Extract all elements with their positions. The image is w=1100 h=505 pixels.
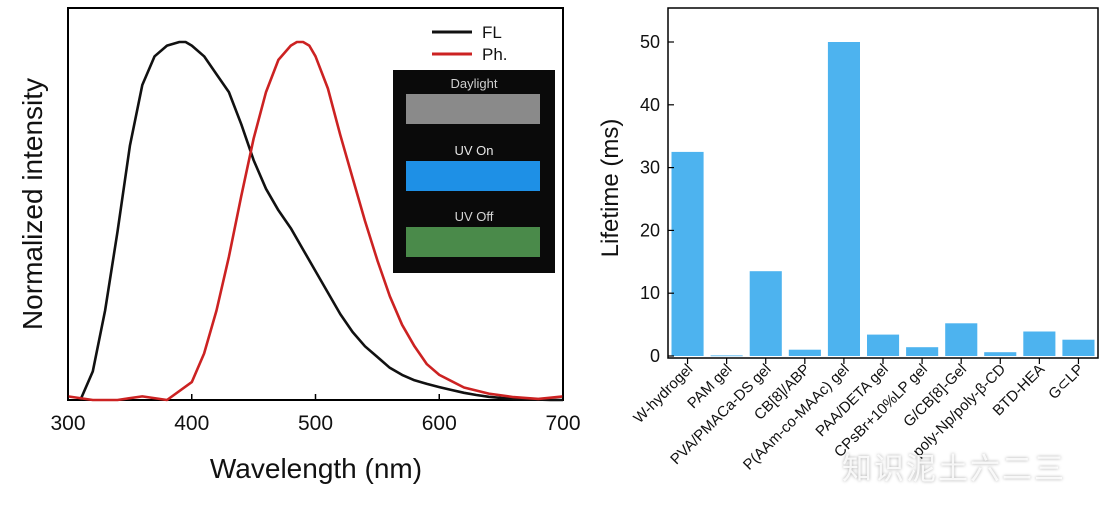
x-tick-label: 600 bbox=[422, 412, 457, 435]
x-tick-label: 400 bbox=[174, 412, 209, 435]
x-tick-label: 500 bbox=[298, 412, 333, 435]
bar bbox=[1023, 331, 1056, 356]
y-tick-label: 50 bbox=[640, 32, 660, 52]
series-line-fl bbox=[79, 40, 563, 402]
lifetime-bars bbox=[671, 42, 1095, 357]
bar bbox=[906, 347, 939, 356]
y-tick-label: 10 bbox=[640, 283, 660, 303]
inset-strip-daylight bbox=[406, 94, 540, 124]
bar bbox=[671, 151, 704, 356]
lifetime-y-axis-label: Lifetime (ms) bbox=[597, 119, 624, 258]
y-tick-label: 30 bbox=[640, 158, 660, 178]
x-tick-label: 300 bbox=[50, 412, 85, 435]
spectrum-x-axis-label: Wavelength (nm) bbox=[210, 453, 422, 484]
inset-strip-uv-on bbox=[406, 161, 540, 191]
inset-photo: Daylight UV On UV Off bbox=[393, 70, 555, 273]
bar bbox=[827, 42, 860, 356]
x-tick-label: 700 bbox=[545, 412, 580, 435]
inset-strip-uv-off bbox=[406, 227, 540, 257]
legend-label-ph: Ph. bbox=[482, 45, 508, 64]
spectrum-x-ticks: 300 400 500 600 700 bbox=[50, 394, 581, 435]
spectrum-legend: FL Ph. bbox=[432, 23, 508, 64]
watermark: 知识泥土六二三 bbox=[842, 452, 1066, 487]
spectrum-chart: 300 400 500 600 700 Wavelength (nm) Normaliz… bbox=[17, 7, 581, 484]
spectrum-y-axis-label: Normalized intensity bbox=[17, 78, 48, 330]
inset-label-daylight: Daylight bbox=[451, 76, 498, 91]
spectrum-lines bbox=[67, 40, 564, 402]
bar bbox=[749, 271, 782, 356]
lifetime-plot-frame bbox=[667, 7, 1099, 359]
bar bbox=[945, 323, 978, 356]
y-tick-label: 20 bbox=[640, 220, 660, 240]
y-tick-label: 0 bbox=[650, 346, 660, 366]
inset-label-uv-on: UV On bbox=[454, 143, 493, 158]
lifetime-y-ticks: 0 10 20 30 40 50 bbox=[640, 32, 674, 366]
bar bbox=[1062, 339, 1095, 356]
bar bbox=[984, 352, 1017, 356]
x-tick-label: W-hydrogel bbox=[630, 361, 696, 427]
bar bbox=[867, 334, 900, 356]
series-line-ph bbox=[67, 40, 564, 402]
y-tick-label: 40 bbox=[640, 95, 660, 115]
bar bbox=[788, 349, 821, 356]
legend-label-fl: FL bbox=[482, 23, 502, 42]
bar bbox=[710, 355, 743, 357]
x-tick-label: G⊂LP bbox=[1045, 361, 1087, 403]
inset-label-uv-off: UV Off bbox=[455, 209, 494, 224]
